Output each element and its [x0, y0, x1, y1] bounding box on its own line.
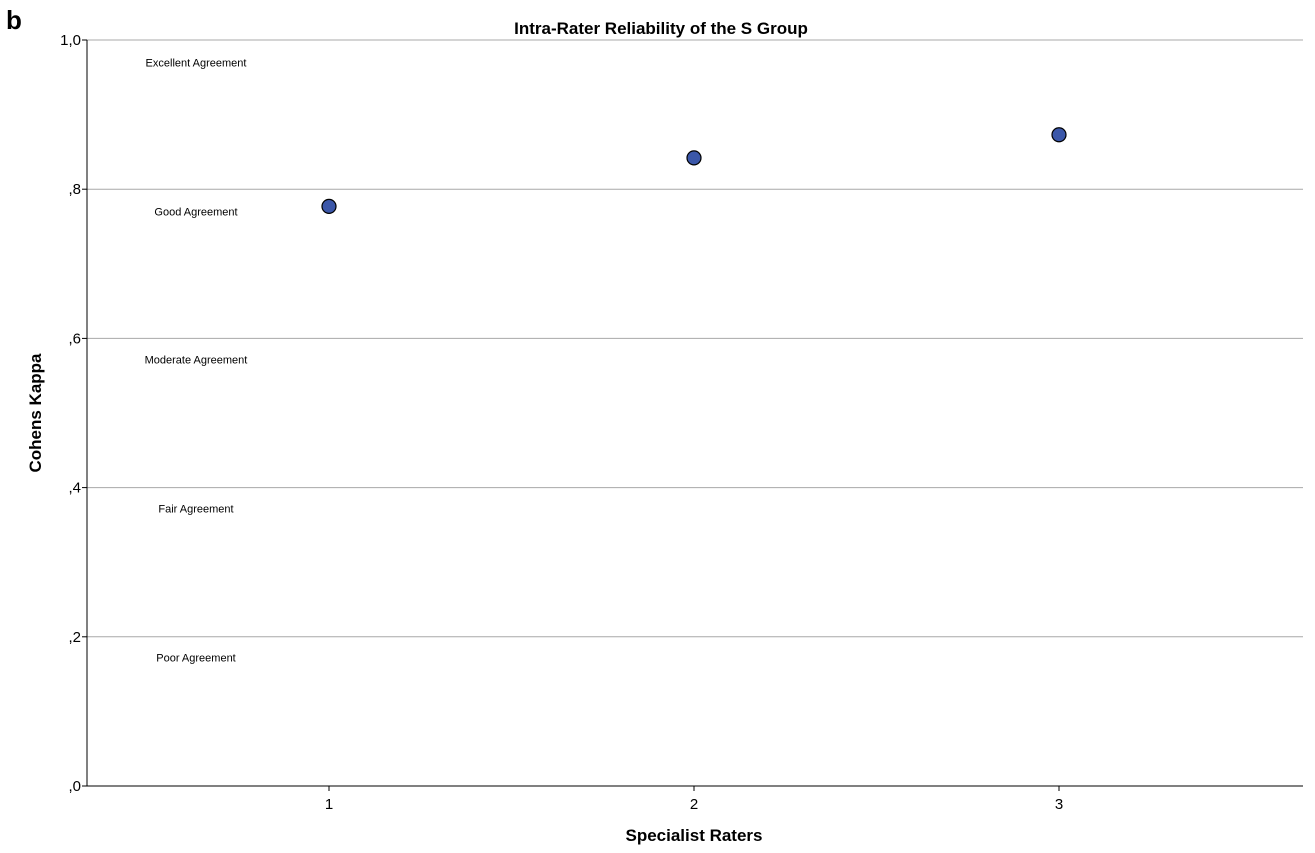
agreement-band-labels: Excellent Agreement Good Agreement Moderat… — [145, 57, 248, 664]
agreement-label: Poor Agreement — [156, 653, 236, 665]
data-point-rater-2 — [686, 150, 702, 166]
agreement-label: Good Agreement — [154, 207, 237, 219]
agreement-label: Moderate Agreement — [145, 354, 248, 366]
agreement-label: Excellent Agreement — [146, 57, 247, 69]
x-tick-labels: 1 2 3 — [325, 796, 1063, 813]
y-tick-label: ,0 — [68, 778, 81, 795]
chart-title: Intra-Rater Reliability of the S Group — [514, 19, 808, 38]
data-points — [321, 127, 1067, 214]
y-tick-label: 1,0 — [60, 32, 81, 49]
agreement-label: Fair Agreement — [158, 503, 233, 515]
data-point-rater-1 — [321, 198, 337, 214]
data-point-rater-3 — [1051, 127, 1067, 143]
x-axis-title: Specialist Raters — [625, 826, 762, 845]
y-tick-label: ,4 — [68, 480, 81, 497]
axes — [82, 39, 1303, 791]
gridlines — [87, 39, 1303, 638]
x-tick-label: 3 — [1055, 796, 1063, 813]
y-tick-labels: ,0 ,2 ,4 ,6 ,8 1,0 — [60, 32, 81, 795]
y-tick-label: ,8 — [68, 181, 81, 198]
x-tick-label: 1 — [325, 796, 333, 813]
panel-letter: b — [6, 5, 22, 35]
x-tick-label: 2 — [690, 796, 698, 813]
y-tick-label: ,2 — [68, 629, 81, 646]
y-tick-label: ,6 — [68, 330, 81, 347]
y-axis-title: Cohens Kappa — [26, 353, 45, 473]
